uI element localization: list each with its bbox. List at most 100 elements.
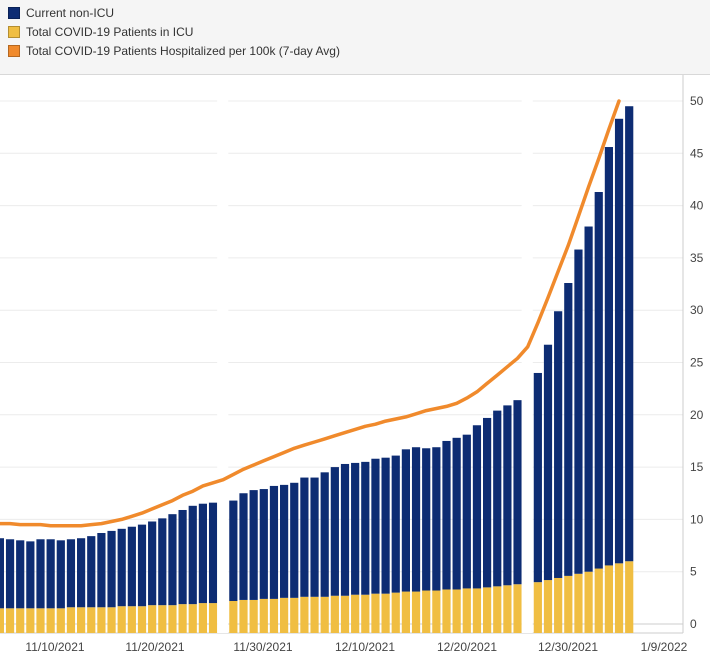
bar-icu[interactable] xyxy=(574,573,583,633)
bar-icu[interactable] xyxy=(178,604,187,633)
bar-icu[interactable] xyxy=(229,600,238,633)
bar-icu[interactable] xyxy=(269,598,279,633)
bar-icu[interactable] xyxy=(97,607,106,633)
bar-non-icu[interactable] xyxy=(46,539,55,609)
bar-icu[interactable] xyxy=(493,586,502,633)
bar-icu[interactable] xyxy=(158,605,167,633)
bar-icu[interactable] xyxy=(290,597,299,633)
bar-icu[interactable] xyxy=(87,607,96,633)
bar-icu[interactable] xyxy=(371,593,380,633)
bar-non-icu[interactable] xyxy=(442,440,451,590)
bar-non-icu[interactable] xyxy=(564,283,573,576)
bar-icu[interactable] xyxy=(452,589,461,633)
bar-non-icu[interactable] xyxy=(320,472,329,597)
bar-icu[interactable] xyxy=(381,593,390,633)
bar-icu[interactable] xyxy=(472,588,482,633)
bar-icu[interactable] xyxy=(310,596,319,633)
bar-icu[interactable] xyxy=(168,605,177,633)
bar-non-icu[interactable] xyxy=(107,530,116,608)
bar-icu[interactable] xyxy=(614,563,624,633)
bar-non-icu[interactable] xyxy=(300,477,309,597)
bar-non-icu[interactable] xyxy=(503,405,512,586)
bar-icu[interactable] xyxy=(77,607,86,633)
bar-icu[interactable] xyxy=(391,592,400,633)
bar-non-icu[interactable] xyxy=(178,509,187,605)
bar-non-icu[interactable] xyxy=(5,539,15,609)
bar-non-icu[interactable] xyxy=(330,467,339,596)
bar-icu[interactable] xyxy=(46,608,55,633)
bar-non-icu[interactable] xyxy=(229,500,238,601)
bar-icu[interactable] xyxy=(148,605,157,633)
bar-icu[interactable] xyxy=(259,598,268,633)
bar-non-icu[interactable] xyxy=(280,484,289,598)
bar-non-icu[interactable] xyxy=(614,118,624,564)
bar-icu[interactable] xyxy=(543,580,553,633)
bar-icu[interactable] xyxy=(107,607,116,633)
bar-non-icu[interactable] xyxy=(462,434,471,589)
bar-non-icu[interactable] xyxy=(239,493,248,600)
bar-icu[interactable] xyxy=(351,594,360,633)
avg-line[interactable] xyxy=(0,99,621,528)
bar-icu[interactable] xyxy=(361,594,370,633)
bar-non-icu[interactable] xyxy=(137,524,147,607)
bar-non-icu[interactable] xyxy=(16,540,25,609)
bar-icu[interactable] xyxy=(564,575,573,633)
bar-icu[interactable] xyxy=(5,608,15,633)
bar-icu[interactable] xyxy=(26,608,35,633)
bar-icu[interactable] xyxy=(422,590,431,633)
bar-non-icu[interactable] xyxy=(269,485,279,599)
bar-non-icu[interactable] xyxy=(168,514,177,606)
bar-icu[interactable] xyxy=(340,595,350,633)
bar-icu[interactable] xyxy=(208,603,218,633)
bar-icu[interactable] xyxy=(0,608,4,633)
bar-icu[interactable] xyxy=(66,607,76,633)
legend-item-avg[interactable]: Total COVID-19 Patients Hospitalized per… xyxy=(8,43,340,59)
bar-icu[interactable] xyxy=(432,590,441,633)
bar-non-icu[interactable] xyxy=(77,538,86,608)
bar-icu[interactable] xyxy=(625,561,634,633)
bar-icu[interactable] xyxy=(188,604,197,633)
bar-non-icu[interactable] xyxy=(604,147,613,566)
bar-icu[interactable] xyxy=(411,591,421,633)
bar-non-icu[interactable] xyxy=(158,518,167,606)
bar-icu[interactable] xyxy=(239,599,248,633)
bar-non-icu[interactable] xyxy=(351,462,360,595)
bar-non-icu[interactable] xyxy=(117,528,126,607)
bar-non-icu[interactable] xyxy=(483,417,492,588)
bar-non-icu[interactable] xyxy=(584,226,593,572)
bar-non-icu[interactable] xyxy=(493,410,502,587)
bar-non-icu[interactable] xyxy=(290,482,299,598)
bar-non-icu[interactable] xyxy=(411,447,421,592)
legend-item-non-icu[interactable]: Current non-ICU xyxy=(8,5,114,21)
bar-non-icu[interactable] xyxy=(533,372,542,583)
bar-non-icu[interactable] xyxy=(249,490,258,600)
bar-non-icu[interactable] xyxy=(36,539,45,609)
bar-icu[interactable] xyxy=(483,587,492,633)
bar-non-icu[interactable] xyxy=(97,532,106,608)
bar-non-icu[interactable] xyxy=(26,541,35,609)
bar-icu[interactable] xyxy=(594,568,603,633)
bar-icu[interactable] xyxy=(554,577,563,633)
bar-icu[interactable] xyxy=(198,603,207,633)
bar-icu[interactable] xyxy=(300,596,309,633)
bar-icu[interactable] xyxy=(401,591,410,633)
bar-non-icu[interactable] xyxy=(625,106,634,562)
bar-non-icu[interactable] xyxy=(127,526,136,607)
bar-non-icu[interactable] xyxy=(513,400,522,585)
bar-non-icu[interactable] xyxy=(554,311,563,578)
bar-icu[interactable] xyxy=(36,608,45,633)
bar-non-icu[interactable] xyxy=(574,249,583,574)
bar-non-icu[interactable] xyxy=(401,449,410,592)
bar-non-icu[interactable] xyxy=(198,503,207,604)
bar-non-icu[interactable] xyxy=(56,540,65,609)
bar-icu[interactable] xyxy=(16,608,25,633)
bar-non-icu[interactable] xyxy=(422,448,431,591)
bar-non-icu[interactable] xyxy=(259,489,268,599)
bar-non-icu[interactable] xyxy=(391,455,400,593)
bar-icu[interactable] xyxy=(533,582,542,633)
bar-non-icu[interactable] xyxy=(594,192,603,569)
bar-icu[interactable] xyxy=(320,596,329,633)
legend-item-icu[interactable]: Total COVID-19 Patients in ICU xyxy=(8,24,193,40)
bar-non-icu[interactable] xyxy=(543,344,553,581)
bar-icu[interactable] xyxy=(604,565,613,633)
